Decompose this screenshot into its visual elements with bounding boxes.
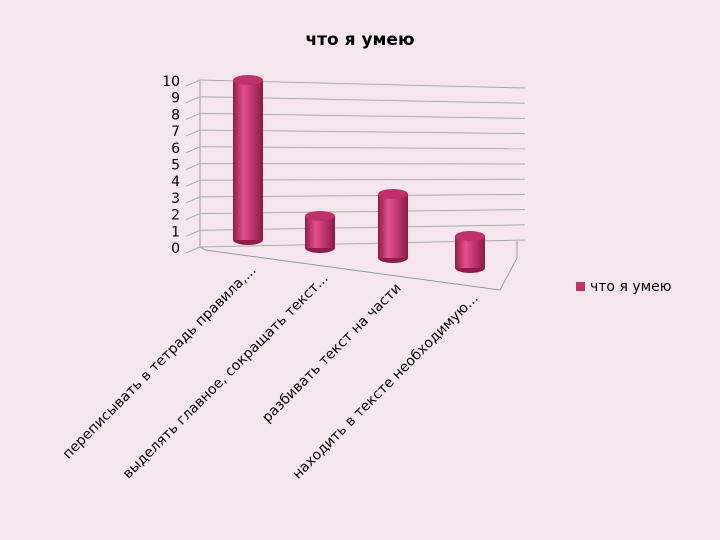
- bar-top: [233, 75, 263, 85]
- axis-wall: [199, 80, 206, 251]
- side-grid-line: [185, 196, 201, 204]
- legend-label: что я умею: [590, 279, 672, 295]
- side-grid-line: [185, 213, 201, 221]
- side-grid-line: [185, 163, 201, 170]
- side-grid-line: [185, 146, 201, 154]
- y-tick-label: 4: [171, 174, 180, 190]
- y-tick-label: 10: [162, 74, 180, 90]
- y-tick-label: 2: [171, 208, 180, 224]
- bar: [378, 194, 408, 258]
- side-grid-line: [185, 112, 201, 120]
- y-tick-label: 0: [171, 241, 180, 257]
- y-tick-label: 5: [171, 158, 180, 174]
- floor-edge: [204, 240, 518, 291]
- side-grid-line: [185, 96, 201, 104]
- x-tick-label: разбивать текст на части: [259, 280, 405, 426]
- bar: [455, 236, 485, 268]
- y-tick-label: 8: [171, 107, 180, 123]
- y-tick-label: 9: [171, 91, 180, 107]
- side-grid-line: [185, 79, 201, 87]
- bar: [233, 80, 263, 240]
- y-tick-label: 3: [171, 191, 180, 207]
- legend-swatch: [576, 282, 585, 291]
- bar: [305, 216, 335, 248]
- side-grid-line: [185, 129, 201, 137]
- chart-title: что я умею: [306, 30, 415, 50]
- bar-top: [378, 189, 408, 199]
- side-grid-line: [185, 229, 201, 237]
- x-tick-label: находить в тексте необходимую...: [290, 290, 482, 482]
- side-grid-line: [185, 179, 201, 187]
- y-tick-label: 1: [171, 224, 180, 240]
- bar-top: [455, 231, 485, 241]
- y-tick-label: 7: [171, 124, 180, 140]
- side-grid-line: [185, 246, 201, 254]
- bar-top: [305, 211, 335, 221]
- y-tick-label: 6: [171, 141, 180, 157]
